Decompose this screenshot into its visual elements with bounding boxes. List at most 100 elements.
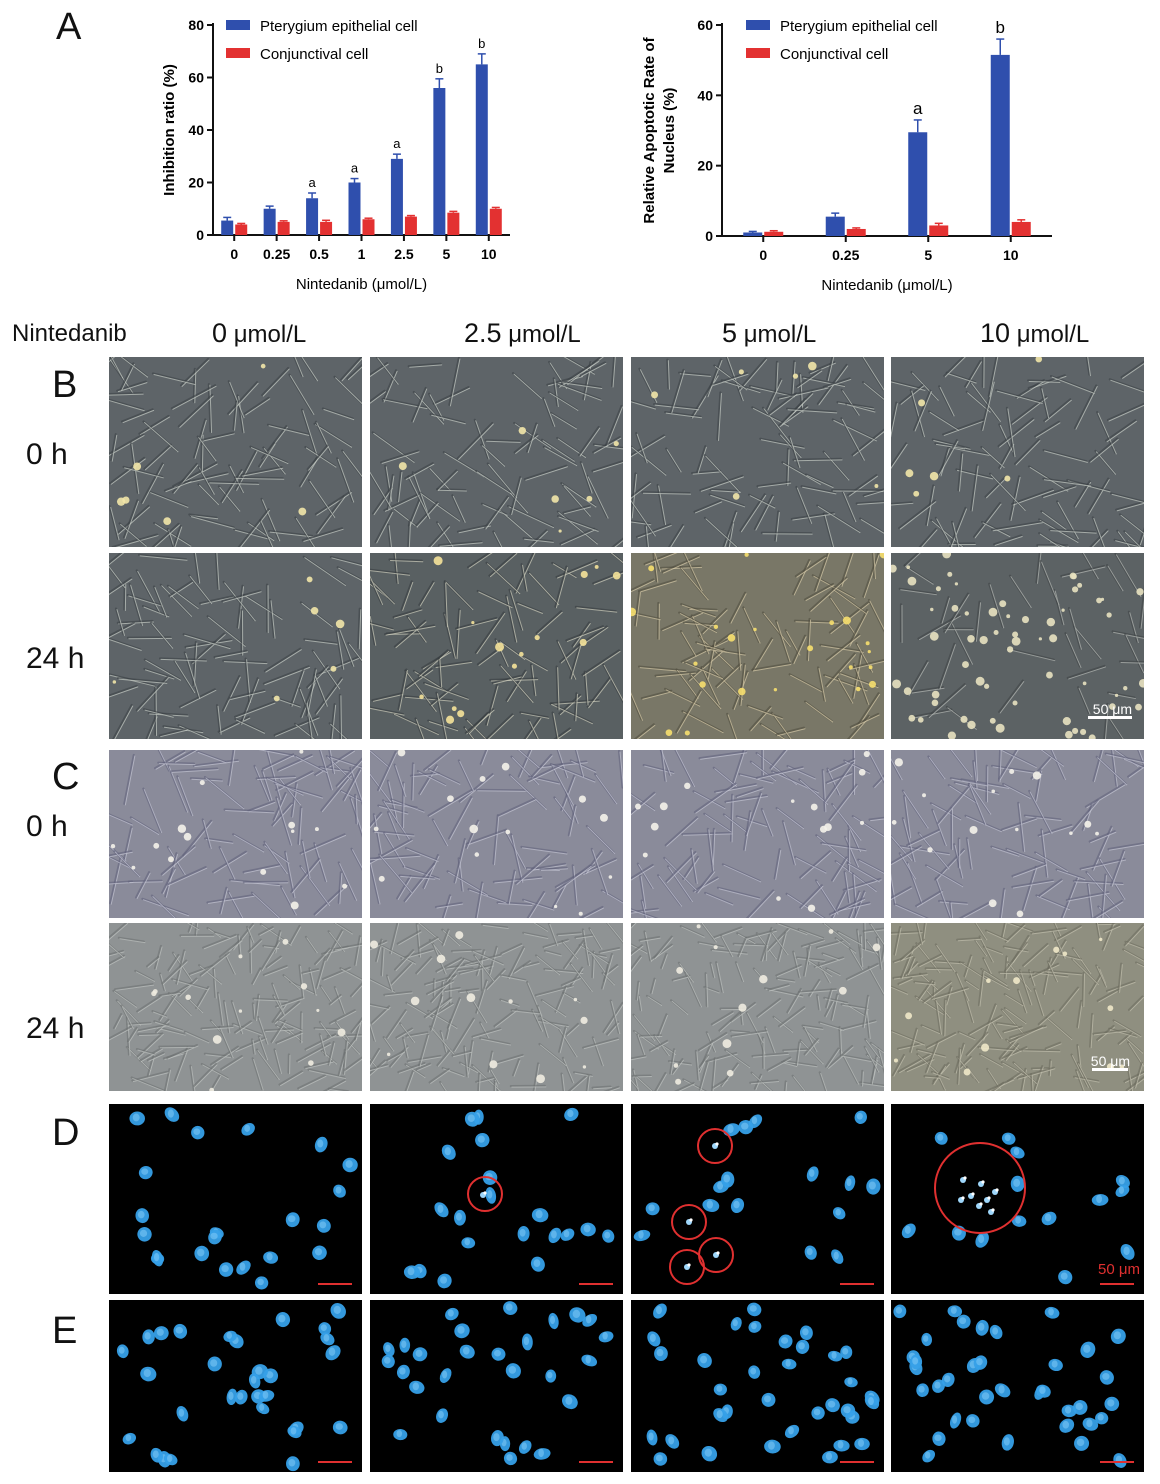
inhibition-ratio-chart: 0 20 40 60 80 0 0.25 a 0.5 a 1 a 2.5 b 5 b 10 Nintedanib … [161,17,510,293]
y-tick-label: 60 [188,70,204,86]
micrograph-c-24h-2-5 [370,923,623,1091]
y-tick-label: 0 [705,228,713,244]
legend-label: Pterygium epithelial cell [260,18,418,35]
micrograph-c-0h-2-5 [370,750,623,918]
legend-swatch-pterygium [746,20,770,30]
fluorescence-d-10: 50 μm [891,1104,1144,1294]
fluorescence-d-0 [109,1104,362,1294]
bar-pterygium-0.25 [263,208,276,235]
scale-bar-label: 50 μm [1090,1053,1130,1069]
fluorescence-e-5 [631,1300,884,1472]
bar-conjunctival-0.25 [277,221,290,235]
column-label-0: 0 μmol/L [212,318,307,348]
legend-label: Conjunctival cell [780,46,888,63]
time-label-b-24h: 24 h [26,642,85,675]
bar-conjunctival-0.25 [846,228,866,236]
micrograph-b-24h-0 [109,553,362,739]
x-tick-label: 2.5 [394,246,414,262]
micrograph-b-0h-10 [891,357,1144,547]
significance-label: a [351,161,359,176]
y-axis-label-line: Nucleus (%) [661,88,678,174]
bar-pterygium-5 [433,88,446,235]
micrograph-c-24h-0 [109,923,362,1091]
bar-conjunctival-5 [929,225,949,236]
time-label-c-24h: 24 h [26,1012,85,1045]
x-tick-label: 5 [442,246,450,262]
x-tick-label: 5 [924,247,932,263]
panel-letter-c: C [52,756,80,798]
apoptotic-rate-chart: 0 20 40 60 0 0.25 a 5 b 10 Nintedanib (μmol/L) Rela… [641,17,1052,294]
bar-conjunctival-5 [447,212,460,235]
micrograph-c-0h-0 [109,750,362,918]
significance-label: b [436,61,443,76]
fluorescence-e-10 [891,1300,1144,1472]
x-tick-label: 0.25 [263,246,290,262]
y-axis-label-line: Relative Apoptotic Rate of [641,36,658,223]
bar-conjunctival-0 [235,224,248,235]
bar-conjunctival-1 [362,219,375,235]
y-tick-label: 80 [188,17,204,33]
x-tick-label: 0 [759,247,767,263]
micrograph-b-24h-5 [631,553,884,739]
panel-letter-b: B [52,364,78,406]
legend-label: Conjunctival cell [260,46,368,63]
x-axis-label: Nintedanib (μmol/L) [821,277,952,294]
micrograph-b-24h-2-5 [370,553,623,739]
x-tick-label: 0.25 [832,247,859,263]
x-tick-label: 10 [1003,247,1019,263]
bar-pterygium-10 [475,64,488,235]
scale-bar-label: 50 μm [1098,1261,1140,1278]
x-tick-label: 1 [358,246,366,262]
legend-label: Pterygium epithelial cell [780,18,938,35]
scale-bar [1092,1068,1128,1071]
legend-swatch-conjunctival [226,48,250,58]
bar-pterygium-0.25 [825,216,845,236]
column-label-10: 10 μmol/L [980,318,1090,348]
y-tick-label: 20 [188,175,204,191]
micrograph-b-0h-2-5 [370,357,623,547]
bar-pterygium-1 [348,182,361,235]
significance-label: a [308,175,316,190]
micrograph-c-0h-10 [891,750,1144,918]
fluorescence-e-0 [109,1300,362,1472]
micrograph-c-0h-5 [631,750,884,918]
x-axis-label: Nintedanib (μmol/L) [296,276,427,293]
fluorescence-e-2-5 [370,1300,623,1472]
x-tick-label: 0.5 [309,246,329,262]
micrograph-b-0h-0 [109,357,362,547]
x-tick-label: 10 [481,246,497,262]
bar-pterygium-5 [908,132,928,236]
column-label-2-5: 2.5 μmol/L [464,318,581,348]
legend-swatch-conjunctival [746,48,770,58]
micrograph-c-24h-10: 50 μm [891,923,1144,1091]
bar-conjunctival-10 [489,208,502,235]
panel-letter-d: D [52,1112,80,1154]
bar-pterygium-0 [221,220,234,235]
fluorescence-d-5 [631,1104,884,1294]
significance-label: b [996,18,1005,37]
column-label-5: 5 μmol/L [722,318,817,348]
bar-pterygium-0 [743,232,763,236]
fluorescence-d-2-5 [370,1104,623,1294]
bar-conjunctival-2.5 [404,216,417,235]
legend-swatch-pterygium [226,20,250,30]
micrograph-c-24h-5 [631,923,884,1091]
y-tick-label: 40 [697,87,713,103]
bar-pterygium-0.5 [306,198,319,235]
panel-letter-a: A [56,6,82,48]
scale-bar [1088,716,1132,719]
y-axis-label: Inhibition ratio (%) [161,64,178,196]
bar-conjunctival-0 [764,231,784,236]
micrograph-b-24h-10: 50 μm [891,553,1144,739]
micrograph-b-0h-5 [631,357,884,547]
significance-label: a [913,99,923,118]
time-label-b-0h: 0 h [26,438,68,471]
y-tick-label: 0 [196,227,204,243]
scale-bar-label: 50 μm [1092,701,1132,717]
bar-pterygium-10 [990,54,1010,237]
y-tick-label: 60 [697,17,713,33]
bar-pterygium-2.5 [390,158,403,235]
y-tick-label: 40 [188,122,204,138]
time-label-c-0h: 0 h [26,810,68,843]
significance-label: a [393,136,401,151]
